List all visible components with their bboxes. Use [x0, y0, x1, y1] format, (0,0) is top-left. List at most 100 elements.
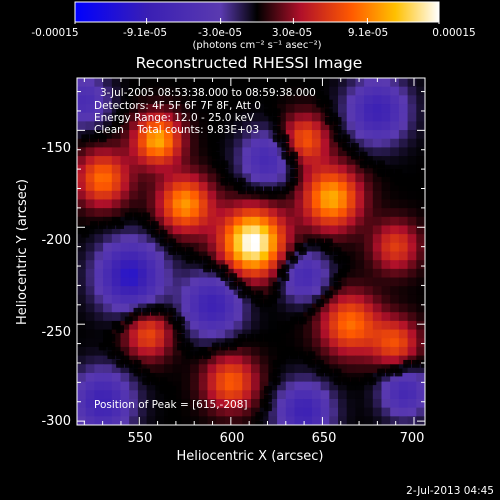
heatmap-cell: [277, 173, 287, 183]
heatmap-cell: [94, 312, 104, 322]
heatmap-cell: [268, 294, 278, 304]
contour-segment: [211, 151, 220, 160]
heatmap-cell: [172, 277, 182, 287]
heatmap-cell: [381, 260, 391, 270]
heatmap-cell: [155, 173, 165, 183]
heatmap-cell: [372, 416, 382, 426]
heatmap-cell: [259, 138, 269, 148]
heatmap-cell: [355, 130, 365, 140]
heatmap-cell: [381, 182, 391, 192]
heatmap-cell: [94, 407, 104, 417]
heatmap-cell: [137, 173, 147, 183]
contour-segment: [290, 169, 298, 177]
heatmap-cell: [120, 277, 130, 287]
heatmap-cell: [164, 208, 174, 218]
heatmap-cell: [311, 390, 321, 400]
contour-segment: [264, 385, 272, 394]
heatmap-cell: [129, 398, 139, 409]
contour-segment: [133, 359, 142, 368]
heatmap-cell: [233, 398, 243, 409]
heatmap-cell: [94, 355, 104, 365]
heatmap-cell: [207, 364, 217, 374]
heatmap-cell: [285, 355, 295, 365]
contour-segment: [203, 255, 211, 264]
contour-segment: [220, 160, 229, 169]
heatmap-cell: [259, 242, 269, 252]
heatmap-cell: [277, 104, 287, 114]
contour-segment: [124, 91, 133, 99]
contour-segment: [290, 177, 298, 186]
heatmap-cell: [372, 312, 382, 322]
heatmap-cell: [294, 268, 304, 278]
heatmap-cell: [381, 156, 391, 166]
heatmap-cell: [172, 398, 182, 409]
heatmap-cell: [372, 147, 382, 157]
contour-segment: [333, 117, 342, 125]
heatmap-cell: [329, 173, 339, 183]
heatmap-cell: [398, 381, 408, 391]
heatmap-cell: [320, 294, 330, 304]
contour-segment: [272, 186, 281, 195]
heatmap-cell: [259, 147, 269, 157]
heatmap-cell: [364, 242, 374, 252]
heatmap-cell: [94, 190, 104, 200]
heatmap-cell: [338, 121, 348, 131]
heatmap-cell: [407, 95, 417, 105]
heatmap-cell: [407, 303, 417, 313]
heatmap-cell: [216, 286, 226, 296]
heatmap-cell: [251, 164, 261, 174]
heatmap-cell: [251, 216, 261, 226]
heatmap-cell: [146, 95, 156, 105]
contour-segment: [324, 290, 333, 299]
heatmap-cell: [198, 268, 208, 278]
heatmap-cell: [164, 260, 174, 270]
heatmap-cell: [251, 355, 261, 365]
heatmap-cell: [198, 242, 208, 252]
contour-segment: [116, 351, 124, 360]
heatmap-cell: [120, 338, 130, 348]
heatmap-cell: [329, 225, 339, 235]
heatmap-cell: [111, 190, 121, 200]
contour-segment: [150, 229, 159, 238]
heatmap-cell: [372, 268, 382, 278]
heatmap-cell: [233, 312, 243, 322]
heatmap-cell: [155, 104, 165, 114]
heatmap-cell: [224, 416, 234, 426]
heatmap-cell: [311, 138, 321, 148]
contour-segment: [333, 247, 342, 255]
heatmap-cell: [346, 329, 356, 339]
heatmap-cell: [172, 182, 182, 192]
heatmap-cell: [329, 138, 339, 148]
heatmap-cell: [155, 355, 165, 365]
heatmap-cell: [398, 398, 408, 409]
heatmap-cell: [164, 355, 174, 365]
heatmap-cell: [259, 260, 269, 270]
heatmap-cell: [329, 355, 339, 365]
heatmap-cell: [346, 312, 356, 322]
heatmap-cell: [259, 234, 269, 244]
heatmap-cell: [164, 138, 174, 148]
heatmap-cell: [164, 164, 174, 174]
heatmap-cell: [85, 78, 95, 88]
heatmap-cell: [381, 346, 391, 357]
heatmap-cell: [137, 251, 147, 261]
heatmap-cell: [381, 320, 391, 330]
heatmap-cell: [277, 294, 287, 304]
heatmap-cell: [190, 156, 200, 166]
heatmap-cell: [311, 112, 321, 122]
heatmap-cell: [398, 364, 408, 374]
heatmap-cell: [155, 121, 165, 131]
heatmap-cell: [416, 294, 426, 304]
heatmap-cell: [233, 346, 243, 357]
heatmap-cell: [198, 78, 208, 88]
heatmap-cell: [216, 182, 226, 192]
heatmap-cell: [190, 303, 200, 313]
heatmap-cell: [355, 407, 365, 417]
heatmap-cell: [242, 104, 252, 114]
contour-segment: [272, 108, 281, 117]
heatmap-cell: [94, 164, 104, 174]
heatmap-cell: [398, 286, 408, 296]
heatmap-cell: [338, 286, 348, 296]
heatmap-cell: [285, 225, 295, 235]
contour-segment: [324, 117, 333, 125]
